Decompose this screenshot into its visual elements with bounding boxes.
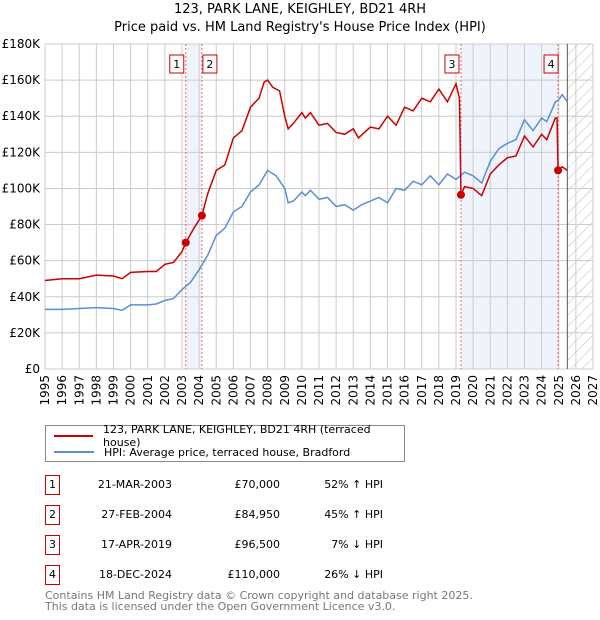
transaction-row: 2 27-FEB-2004 £84,950 45% ↑ HPI: [45, 505, 445, 525]
chart-title-line1: 123, PARK LANE, KEIGHLEY, BD21 4RH: [173, 2, 427, 17]
x-tick-label: 2005: [209, 375, 223, 406]
transaction-row: 4 18-DEC-2024 £110,000 26% ↓ HPI: [45, 565, 445, 585]
x-tick-label: 2008: [261, 375, 275, 406]
x-tick-label: 1995: [38, 375, 52, 406]
sale-label-box: [444, 54, 460, 74]
y-tick-label: £80K: [9, 218, 41, 232]
y-tick-label: £40K: [9, 290, 41, 304]
y-tick-label: £180K: [2, 37, 42, 51]
x-tick-label: 2014: [363, 375, 377, 406]
y-tick-label: £160K: [2, 73, 42, 87]
x-tick-label: 2023: [518, 375, 532, 406]
x-tick-label: 2019: [449, 375, 463, 406]
transaction-date: 21-MAR-2003: [97, 478, 172, 491]
sale-label: 3: [448, 58, 455, 71]
x-tick-label: 1997: [72, 375, 86, 406]
x-tick-label: 2025: [552, 375, 566, 406]
x-tick-label: 2003: [175, 375, 189, 406]
x-tick-label: 2022: [500, 375, 514, 406]
x-tick-label: 2020: [466, 375, 480, 406]
legend-label-property: 123, PARK LANE, KEIGHLEY, BD21 4RH (terr…: [103, 423, 371, 449]
transaction-price: £84,950: [234, 508, 281, 521]
sale-point: [554, 166, 563, 175]
sale-period-shade: [185, 44, 202, 369]
transaction-price: £110,000: [227, 568, 281, 581]
x-tick-label: 2015: [381, 375, 395, 406]
x-tick-label: 2024: [535, 375, 549, 406]
y-tick-label: £20K: [9, 326, 41, 340]
transaction-number-badge: 2: [45, 505, 60, 525]
legend-swatch-property: [54, 435, 94, 437]
transaction-date: 27-FEB-2004: [101, 508, 172, 521]
forecast-hatch: [567, 44, 593, 369]
series-line-hpi: [45, 93, 568, 312]
transaction-price: £70,000: [234, 478, 281, 491]
transaction-date: 17-APR-2019: [100, 538, 172, 551]
transaction-number-badge: 1: [45, 475, 60, 495]
sale-label: 2: [206, 58, 213, 71]
transaction-hpi-diff: 26% ↓ HPI: [324, 568, 383, 581]
x-tick-label: 2018: [432, 375, 446, 406]
x-tick-label: 2004: [192, 375, 206, 406]
x-tick-label: 1996: [55, 375, 69, 406]
x-tick-label: 2026: [569, 375, 583, 406]
x-tick-label: 2002: [158, 375, 172, 406]
transaction-date: 18-DEC-2024: [98, 568, 172, 581]
sale-point: [181, 238, 190, 247]
x-tick-label: 2013: [346, 375, 360, 406]
x-tick-label: 2011: [312, 375, 326, 406]
chart-title-line2: Price paid vs. HM Land Registry's House …: [114, 20, 486, 35]
transaction-row: 3 17-APR-2019 £96,500 7% ↓ HPI: [45, 535, 445, 555]
x-tick-label: 2017: [415, 375, 429, 406]
footer-copyright: Contains HM Land Registry data © Crown c…: [45, 589, 473, 602]
sale-label: 4: [548, 58, 555, 71]
legend-swatch-hpi: [54, 451, 94, 453]
sale-point: [197, 211, 206, 220]
x-tick-label: 2009: [278, 375, 292, 406]
transaction-number-badge: 3: [45, 535, 60, 555]
x-tick-label: 2001: [141, 375, 155, 406]
legend-item-property: 123, PARK LANE, KEIGHLEY, BD21 4RH (terr…: [54, 423, 404, 449]
y-tick-label: £0: [25, 362, 40, 376]
price-chart: £0 £20K £40K £60K £80K £100K £120K £140K £160K £1…: [2, 37, 600, 406]
y-tick-label: £140K: [2, 109, 42, 123]
legend-item-hpi: HPI: Average price, terraced house, Brad…: [54, 444, 350, 460]
transaction-hpi-diff: 52% ↑ HPI: [324, 478, 383, 491]
sale-period-shade: [460, 44, 559, 369]
transaction-number-badge: 4: [45, 565, 60, 585]
transaction-hpi-diff: 7% ↓ HPI: [331, 538, 383, 551]
sale-label-box: [169, 54, 185, 74]
x-tick-label: 2012: [329, 375, 343, 406]
y-tick-label: £120K: [2, 145, 42, 159]
series-line-property: [44, 79, 568, 282]
footer-licence: This data is licensed under the Open Gov…: [45, 600, 396, 613]
x-tick-label: 2016: [398, 375, 412, 406]
x-tick-label: 2010: [295, 375, 309, 406]
y-tick-label: £100K: [2, 181, 42, 195]
transaction-price: £96,500: [234, 538, 281, 551]
x-tick-label: 2007: [244, 375, 258, 406]
x-tick-label: 2027: [586, 375, 600, 406]
transaction-row: 1 21-MAR-2003 £70,000 52% ↑ HPI: [45, 475, 445, 495]
x-tick-label: 2021: [483, 375, 497, 406]
x-tick-label: 1998: [89, 375, 103, 406]
sale-label-box: [202, 54, 218, 74]
legend: 123, PARK LANE, KEIGHLEY, BD21 4RH (terr…: [45, 423, 405, 462]
x-tick-label: 2006: [226, 375, 240, 406]
transaction-hpi-diff: 45% ↑ HPI: [324, 508, 383, 521]
y-tick-label: £60K: [9, 254, 41, 268]
legend-label-hpi: HPI: Average price, terraced house, Brad…: [104, 445, 351, 459]
x-tick-label: 2000: [124, 375, 138, 406]
sale-label: 1: [173, 58, 180, 71]
x-tick-label: 1999: [107, 375, 121, 406]
sale-point: [456, 190, 465, 199]
sale-label-box: [543, 54, 559, 74]
